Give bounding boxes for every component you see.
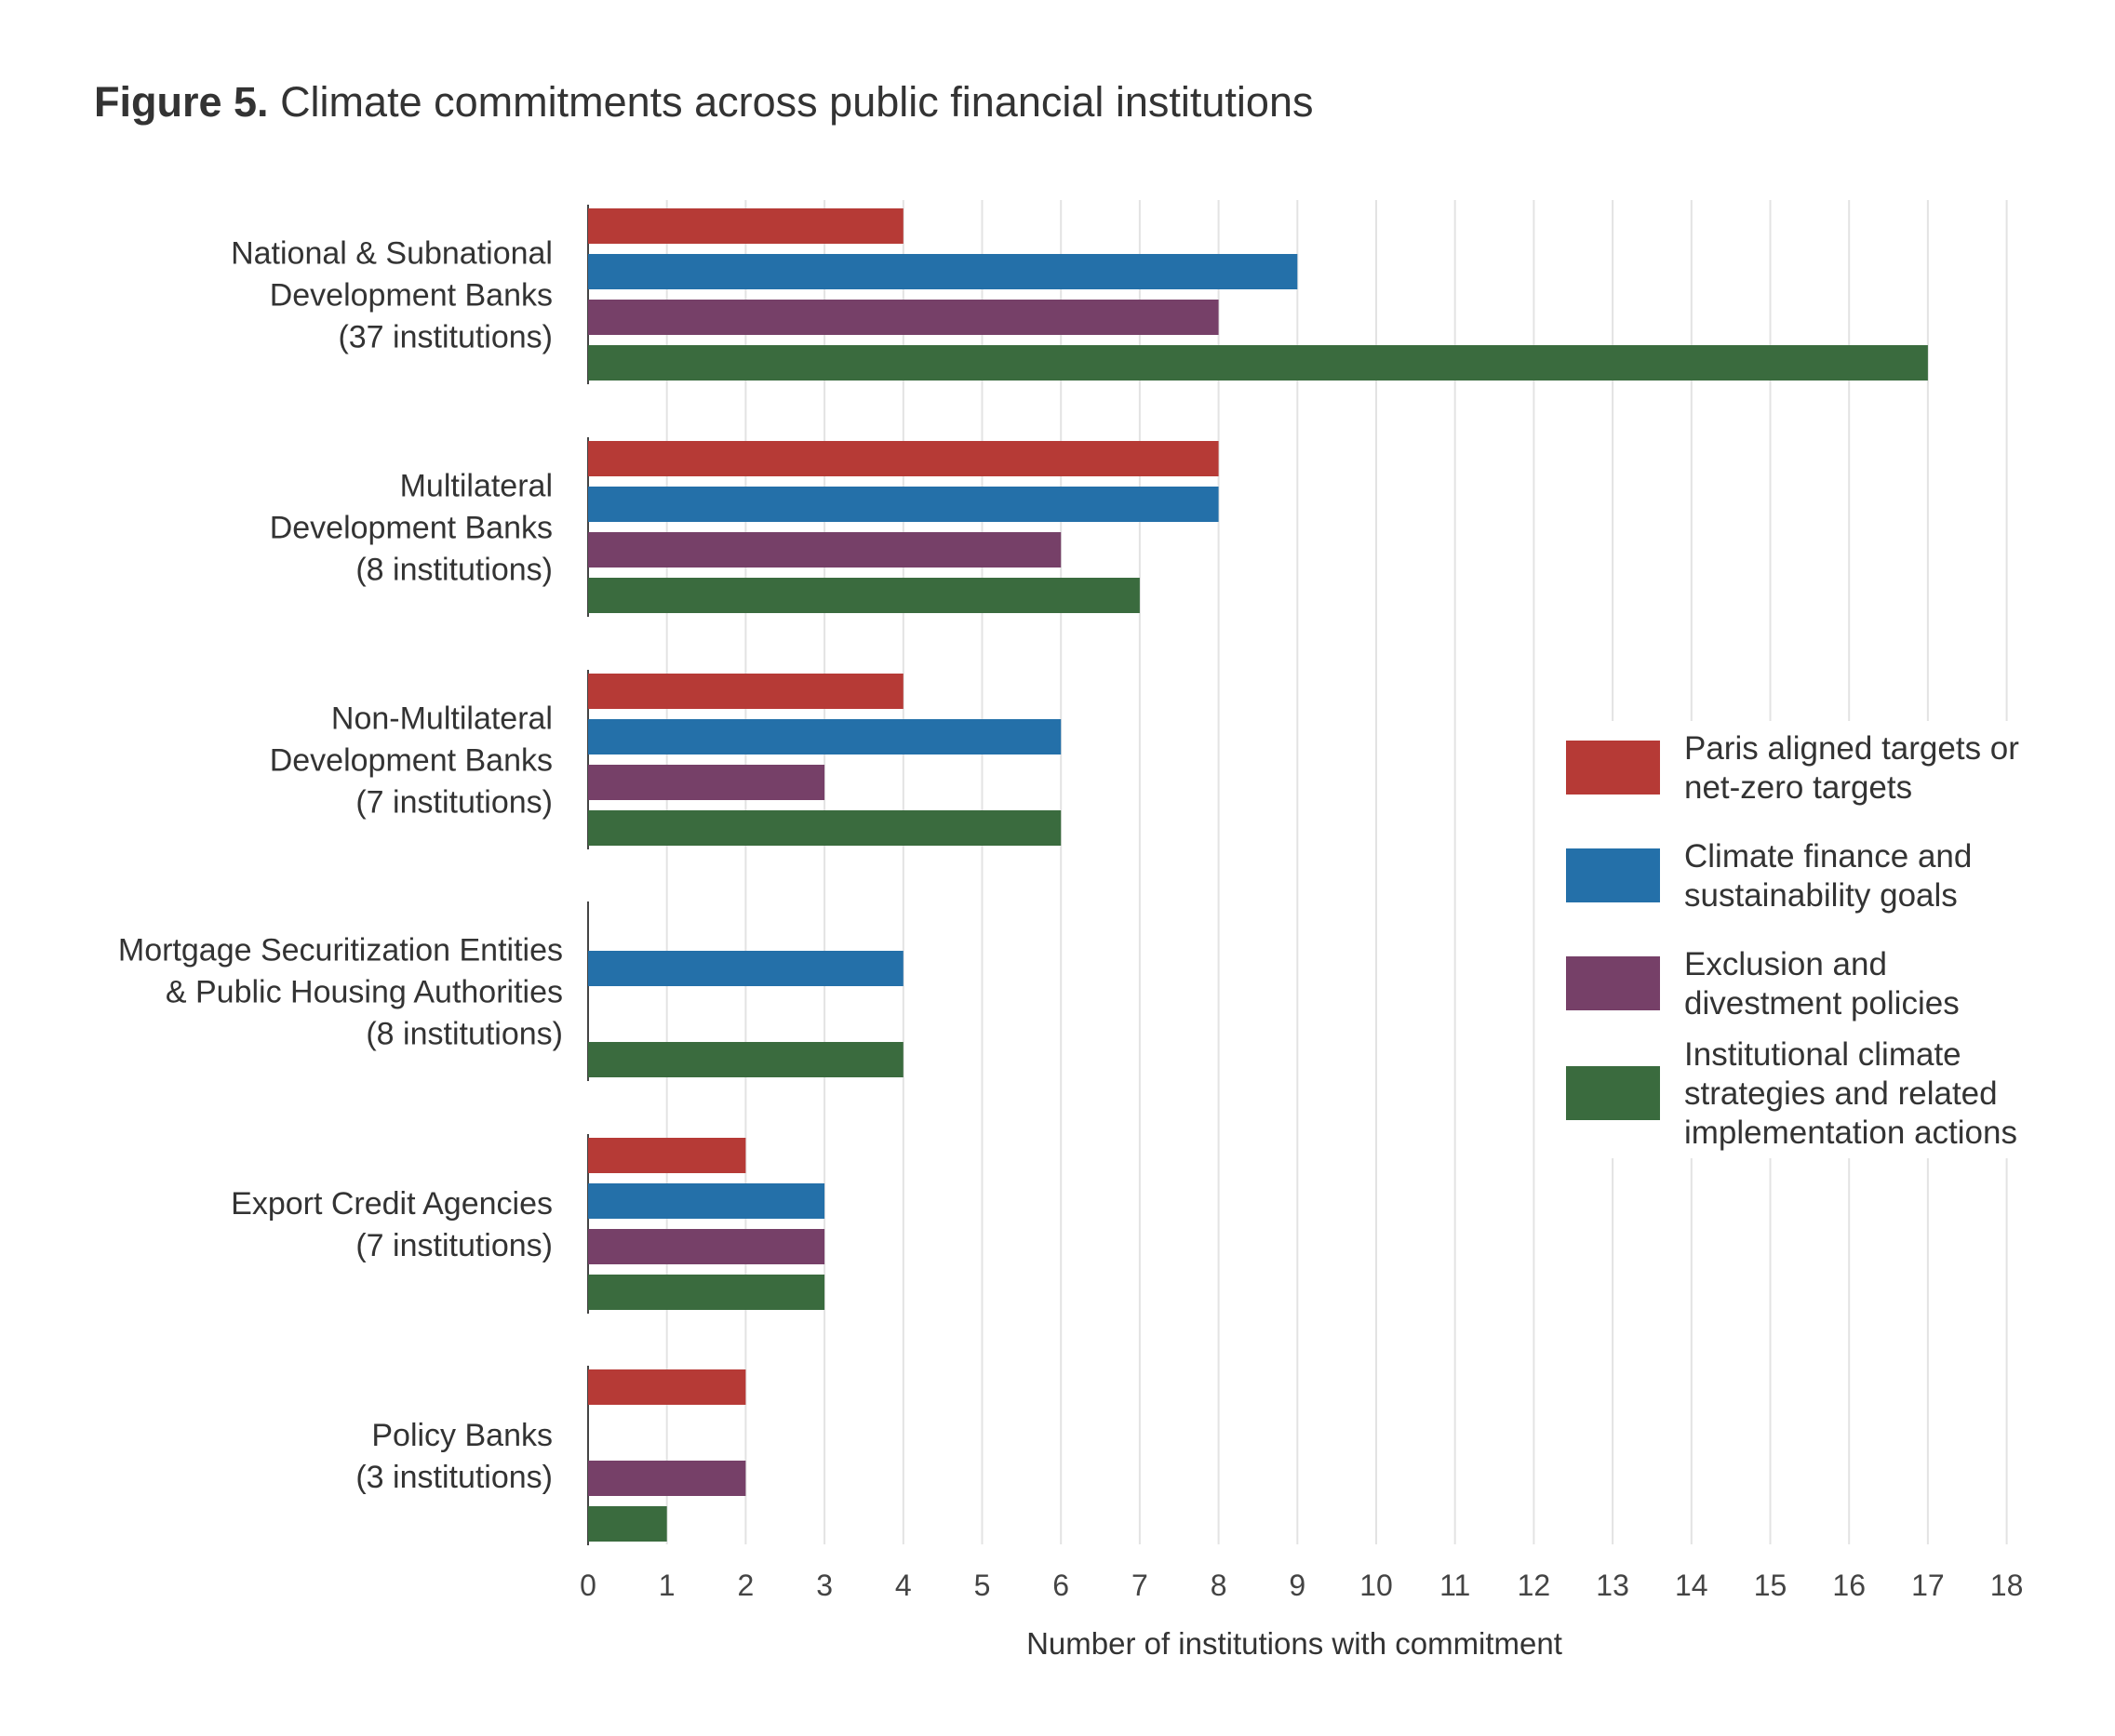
bar bbox=[588, 1461, 746, 1496]
legend-label: Exclusion and bbox=[1684, 946, 1887, 982]
x-tick-label: 8 bbox=[1211, 1569, 1227, 1602]
category-label: (3 institutions) bbox=[355, 1460, 553, 1495]
legend-label: Climate finance and bbox=[1684, 838, 1972, 875]
x-tick-label: 10 bbox=[1359, 1569, 1393, 1602]
chart-title: Figure 5. Climate commitments across pub… bbox=[94, 78, 1313, 127]
x-tick-label: 17 bbox=[1911, 1569, 1945, 1602]
category-label: Development Banks bbox=[270, 511, 553, 546]
legend-label: implementation actions bbox=[1684, 1115, 2017, 1151]
x-tick-label: 12 bbox=[1518, 1569, 1551, 1602]
bar bbox=[588, 1506, 667, 1542]
bars bbox=[587, 205, 1928, 1545]
x-tick-label: 7 bbox=[1131, 1569, 1148, 1602]
category-label: (37 institutions) bbox=[338, 320, 553, 355]
legend-swatch bbox=[1566, 741, 1660, 795]
category-label: (8 institutions) bbox=[355, 553, 553, 588]
bar bbox=[588, 1275, 825, 1310]
x-tick-label: 2 bbox=[738, 1569, 755, 1602]
figure-number: Figure 5. bbox=[94, 78, 269, 126]
x-tick-label: 1 bbox=[659, 1569, 676, 1602]
x-tick-label: 16 bbox=[1832, 1569, 1866, 1602]
bar bbox=[588, 765, 825, 800]
category-label: (8 institutions) bbox=[366, 1017, 563, 1052]
bar bbox=[588, 487, 1219, 522]
x-tick-label: 3 bbox=[816, 1569, 833, 1602]
bar bbox=[588, 1183, 825, 1219]
bar bbox=[588, 1369, 746, 1405]
bar bbox=[588, 719, 1062, 754]
bar bbox=[588, 1229, 825, 1264]
x-tick-label: 11 bbox=[1439, 1569, 1470, 1602]
category-label: Non-Multilateral bbox=[331, 701, 553, 737]
bar bbox=[588, 1138, 746, 1173]
legend-swatch bbox=[1566, 1066, 1660, 1120]
category-label: Mortgage Securitization Entities bbox=[118, 933, 563, 968]
category-labels: National & Subnational Development Banks (… bbox=[118, 236, 563, 1496]
figure-caption: Climate commitments across public financ… bbox=[280, 78, 1314, 126]
x-tick-label: 4 bbox=[895, 1569, 912, 1602]
bar bbox=[588, 810, 1062, 846]
x-tick-label: 18 bbox=[1990, 1569, 2024, 1602]
x-tick-label: 5 bbox=[974, 1569, 991, 1602]
legend-label: sustainability goals bbox=[1684, 877, 1958, 914]
x-axis-title: Number of institutions with commitment bbox=[1026, 1626, 1562, 1661]
legend-label: strategies and related bbox=[1684, 1075, 1998, 1112]
bar bbox=[588, 951, 904, 986]
x-tick-label: 14 bbox=[1675, 1569, 1708, 1602]
legend-swatch bbox=[1566, 848, 1660, 902]
legend-label: divestment policies bbox=[1684, 985, 1960, 1022]
category-label: Development Banks bbox=[270, 743, 553, 779]
category-label: Multilateral bbox=[400, 469, 553, 504]
category-label: Policy Banks bbox=[371, 1418, 553, 1453]
category-label: (7 institutions) bbox=[355, 785, 553, 821]
bar bbox=[588, 1042, 904, 1077]
x-tick-label: 9 bbox=[1289, 1569, 1305, 1602]
x-tick-label: 15 bbox=[1754, 1569, 1787, 1602]
x-tick-label: 0 bbox=[580, 1569, 596, 1602]
x-tick-label: 6 bbox=[1052, 1569, 1069, 1602]
legend-label: Paris aligned targets or bbox=[1684, 730, 2019, 767]
category-label: Development Banks bbox=[270, 278, 553, 314]
bar bbox=[588, 345, 1928, 381]
category-label: Export Credit Agencies bbox=[231, 1186, 553, 1222]
legend-label: net-zero targets bbox=[1684, 769, 1912, 806]
legend-swatch bbox=[1566, 956, 1660, 1010]
bar bbox=[588, 300, 1219, 335]
category-label: National & Subnational bbox=[231, 236, 553, 272]
category-label: & Public Housing Authorities bbox=[166, 975, 563, 1010]
bar bbox=[588, 532, 1062, 568]
bar bbox=[588, 578, 1140, 613]
legend-label: Institutional climate bbox=[1684, 1036, 1961, 1073]
bar bbox=[588, 254, 1298, 289]
category-label: (7 institutions) bbox=[355, 1228, 553, 1263]
bar bbox=[588, 674, 904, 709]
grid-lines bbox=[665, 200, 2008, 1544]
x-axis-ticks: 0 1 2 3 4 5 6 7 8 9 10 11 12 13 14 15 16 17 18 bbox=[580, 1569, 2023, 1602]
x-tick-label: 13 bbox=[1596, 1569, 1629, 1602]
bar bbox=[588, 208, 904, 244]
bar bbox=[588, 441, 1219, 476]
